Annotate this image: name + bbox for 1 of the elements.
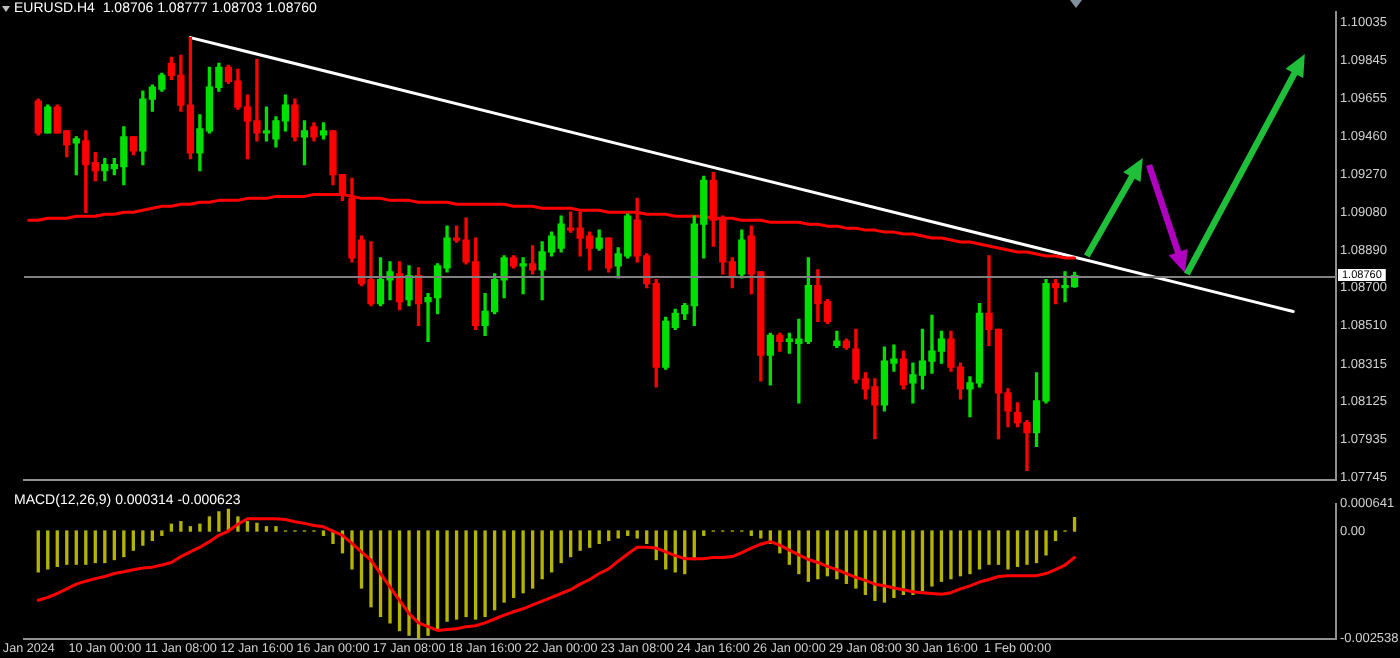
candlestick <box>519 257 527 295</box>
